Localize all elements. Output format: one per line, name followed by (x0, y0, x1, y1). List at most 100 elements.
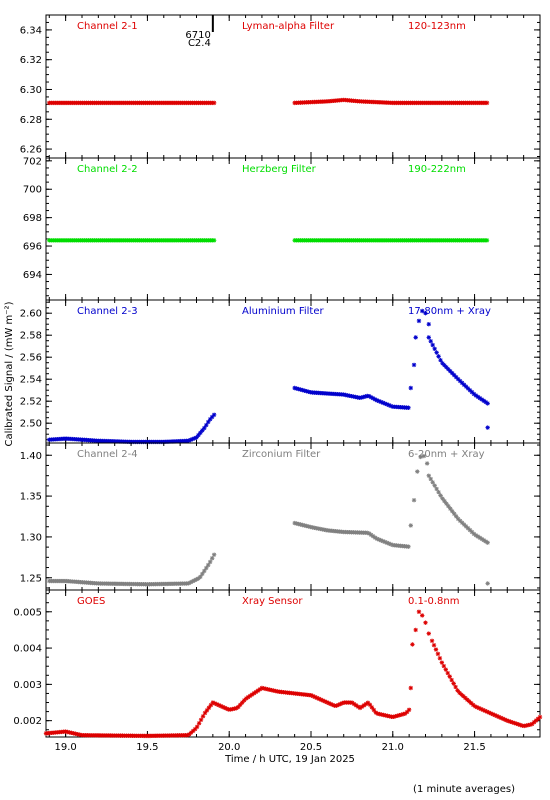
data-point (469, 529, 475, 535)
data-point (467, 388, 473, 393)
channel-label: Channel 2-3 (77, 306, 138, 317)
data-point (218, 703, 223, 709)
channel-label: Channel 2-2 (77, 164, 138, 175)
data-point (338, 701, 343, 707)
data-point (202, 425, 207, 431)
data-point (438, 357, 443, 363)
data-point (475, 534, 481, 539)
data-point (426, 322, 431, 327)
data-point (196, 721, 202, 726)
data-point (446, 367, 451, 372)
data-point (374, 536, 380, 542)
data-point (465, 386, 471, 391)
data-point (485, 425, 490, 430)
series-points (43, 609, 543, 739)
data-point (492, 712, 498, 718)
data-point (432, 346, 437, 351)
y-tick-label: 1.30 (20, 532, 42, 543)
band-label: 120-123nm (408, 21, 466, 32)
data-point (211, 412, 217, 417)
data-point (485, 540, 490, 545)
data-point (386, 402, 392, 408)
data-point (367, 394, 372, 399)
data-point (486, 710, 492, 715)
data-point (294, 386, 299, 391)
data-point (298, 522, 303, 527)
data-point (316, 696, 322, 701)
data-point (357, 705, 363, 711)
data-point (376, 398, 382, 404)
data-point (423, 311, 428, 316)
data-point (404, 709, 410, 715)
y-tick-label: 1.25 (20, 573, 42, 584)
data-point (457, 690, 462, 695)
data-point (473, 393, 479, 398)
data-point (359, 395, 364, 400)
data-point (463, 384, 469, 389)
data-point (502, 717, 507, 722)
data-point (442, 498, 447, 504)
data-point (516, 722, 521, 727)
data-point (361, 394, 366, 400)
data-point (426, 631, 431, 636)
panel-5: 0.002 0.003 0.004 0.005 GOES Xray Sensor 0.1-0… (13, 589, 543, 739)
data-point (312, 694, 318, 700)
data-point (384, 540, 390, 545)
data-point (500, 716, 505, 721)
y-tick-label: 2.60 (20, 309, 42, 320)
data-point (461, 382, 467, 387)
data-point (220, 704, 225, 710)
data-point (211, 100, 217, 106)
data-point (483, 539, 488, 544)
channel-label: GOES (77, 596, 105, 607)
band-label: 0.1-0.8nm (408, 596, 460, 607)
data-point (483, 399, 488, 405)
data-point (434, 350, 439, 355)
data-point (440, 496, 445, 501)
data-point (386, 541, 392, 546)
data-point (340, 700, 345, 706)
data-point (456, 377, 461, 382)
data-point (208, 416, 213, 422)
data-point (496, 714, 501, 720)
data-point (188, 580, 193, 585)
data-point (326, 700, 331, 706)
data-point (185, 733, 190, 738)
data-point (420, 308, 425, 314)
data-point (367, 702, 373, 707)
data-point (253, 689, 259, 695)
data-point (448, 506, 453, 511)
band-label: 17-80nm + Xray (408, 306, 491, 317)
data-point (350, 700, 355, 705)
data-point (308, 693, 314, 698)
data-point (406, 405, 411, 410)
data-point (374, 398, 380, 403)
data-point (461, 522, 467, 527)
data-point (192, 726, 198, 732)
data-point (187, 732, 192, 737)
data-point (488, 711, 494, 716)
data-point (440, 361, 445, 366)
panel-1: 6.26 6.28 6.30 6.32 6.34 Channel 2-1 Lyman-alp… (20, 14, 541, 159)
data-point (444, 365, 449, 370)
series-points (47, 308, 490, 445)
data-point (322, 699, 327, 704)
x-tick-label: 20.5 (300, 742, 322, 753)
data-point (190, 579, 195, 584)
data-point (418, 454, 423, 460)
filter-label: Lyman-alpha Filter (242, 21, 335, 32)
data-point (430, 342, 435, 348)
data-point (469, 389, 475, 395)
y-tick-label: 2.54 (20, 375, 42, 386)
data-point (192, 578, 197, 583)
channel-label: Channel 2-4 (77, 449, 138, 460)
data-point (206, 562, 211, 568)
data-point (298, 387, 303, 392)
data-point (370, 396, 376, 401)
data-point (186, 581, 191, 586)
data-point (477, 535, 483, 540)
data-point (459, 520, 465, 525)
data-point (457, 518, 463, 524)
data-point (306, 524, 311, 529)
